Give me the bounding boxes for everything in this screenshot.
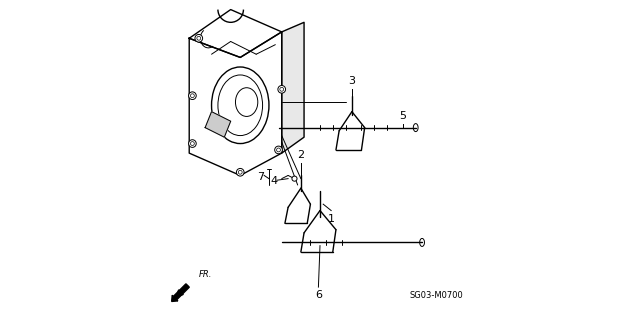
Circle shape — [195, 34, 203, 42]
Text: 2: 2 — [298, 150, 305, 160]
Polygon shape — [189, 10, 282, 57]
Circle shape — [189, 140, 196, 147]
Circle shape — [275, 146, 282, 154]
Circle shape — [191, 94, 195, 98]
Circle shape — [236, 168, 244, 176]
Circle shape — [197, 36, 201, 40]
Text: 5: 5 — [399, 111, 406, 121]
Circle shape — [276, 148, 280, 152]
FancyArrow shape — [172, 284, 189, 301]
Text: 3: 3 — [348, 76, 355, 86]
Polygon shape — [282, 22, 304, 153]
Text: 1: 1 — [328, 214, 335, 224]
Circle shape — [191, 142, 195, 145]
Text: 6: 6 — [315, 290, 322, 300]
Circle shape — [280, 87, 284, 91]
Text: 4: 4 — [270, 176, 277, 186]
Text: 7: 7 — [257, 172, 264, 182]
Text: SG03-M0700: SG03-M0700 — [410, 291, 463, 300]
Circle shape — [238, 170, 242, 174]
Circle shape — [278, 85, 285, 93]
Circle shape — [292, 176, 297, 181]
Polygon shape — [205, 112, 230, 137]
Circle shape — [189, 92, 196, 100]
Polygon shape — [189, 32, 282, 175]
Text: FR.: FR. — [199, 270, 212, 279]
